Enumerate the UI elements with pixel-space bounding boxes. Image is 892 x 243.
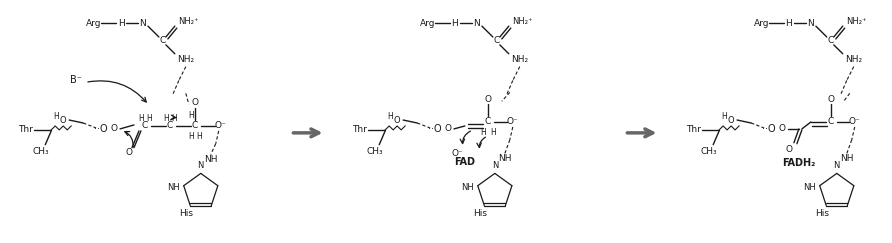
Text: B⁻: B⁻ bbox=[70, 76, 82, 86]
Text: C: C bbox=[828, 118, 834, 127]
Text: O: O bbox=[827, 95, 834, 104]
Text: Arg: Arg bbox=[419, 19, 435, 28]
Text: C: C bbox=[828, 36, 834, 45]
Text: O: O bbox=[126, 148, 133, 157]
Text: NH: NH bbox=[167, 183, 179, 192]
Text: NH: NH bbox=[840, 154, 854, 163]
Text: H: H bbox=[163, 113, 169, 122]
Text: NH₂⁺: NH₂⁺ bbox=[847, 17, 867, 26]
Text: H: H bbox=[786, 19, 792, 28]
Text: ··O: ··O bbox=[762, 124, 776, 134]
Text: H: H bbox=[188, 111, 194, 120]
Text: His: His bbox=[814, 209, 829, 218]
Text: C: C bbox=[192, 122, 198, 130]
Text: His: His bbox=[473, 209, 487, 218]
Text: NH₂⁺: NH₂⁺ bbox=[513, 17, 533, 26]
Text: N: N bbox=[807, 19, 814, 28]
Text: H: H bbox=[138, 113, 144, 122]
Text: ··O: ··O bbox=[428, 124, 442, 134]
Text: NH₂: NH₂ bbox=[511, 55, 528, 64]
Text: Thr: Thr bbox=[352, 125, 368, 134]
Text: C: C bbox=[493, 36, 500, 45]
Text: H: H bbox=[480, 128, 486, 137]
Text: CH₃: CH₃ bbox=[33, 147, 50, 156]
Text: H: H bbox=[490, 128, 496, 137]
Text: H: H bbox=[118, 19, 124, 28]
Text: O: O bbox=[484, 95, 491, 104]
Text: H: H bbox=[188, 132, 194, 141]
Text: CH₃: CH₃ bbox=[701, 147, 717, 156]
Text: O: O bbox=[394, 115, 401, 124]
Text: FADH₂: FADH₂ bbox=[782, 157, 815, 167]
Text: C: C bbox=[160, 36, 166, 45]
Text: Thr: Thr bbox=[686, 125, 701, 134]
Text: FAD: FAD bbox=[454, 156, 475, 166]
Text: O⁻: O⁻ bbox=[215, 122, 227, 130]
Text: C: C bbox=[142, 122, 148, 130]
Text: O⁻: O⁻ bbox=[507, 118, 518, 127]
Text: H: H bbox=[387, 112, 393, 121]
Text: NH₂: NH₂ bbox=[845, 55, 863, 64]
Text: N: N bbox=[491, 161, 498, 170]
Text: NH: NH bbox=[803, 183, 815, 192]
Text: O: O bbox=[728, 115, 734, 124]
Text: ··O: ··O bbox=[95, 124, 108, 134]
Text: NH₂⁺: NH₂⁺ bbox=[178, 17, 199, 26]
Text: Thr: Thr bbox=[19, 125, 33, 134]
Text: H: H bbox=[722, 112, 727, 121]
Text: O: O bbox=[779, 124, 786, 133]
Text: Arg: Arg bbox=[754, 19, 769, 28]
Text: O: O bbox=[60, 115, 67, 124]
Text: O: O bbox=[111, 124, 118, 133]
Text: H: H bbox=[54, 112, 59, 121]
Text: C: C bbox=[167, 122, 173, 130]
Text: N: N bbox=[834, 161, 840, 170]
Text: H: H bbox=[196, 132, 202, 141]
Text: O: O bbox=[191, 98, 198, 107]
Text: N: N bbox=[198, 161, 204, 170]
Text: Arg: Arg bbox=[86, 19, 101, 28]
Text: H: H bbox=[146, 113, 152, 122]
Text: CH₃: CH₃ bbox=[367, 147, 384, 156]
Text: NH: NH bbox=[498, 154, 512, 163]
Text: O⁻: O⁻ bbox=[849, 118, 861, 127]
Text: H: H bbox=[171, 113, 177, 122]
Text: NH₂: NH₂ bbox=[178, 55, 194, 64]
Text: O: O bbox=[444, 124, 451, 133]
Text: N: N bbox=[474, 19, 480, 28]
Text: O⁻: O⁻ bbox=[451, 149, 463, 158]
Text: O: O bbox=[786, 145, 792, 154]
Text: NH: NH bbox=[461, 183, 474, 192]
Text: NH: NH bbox=[204, 155, 218, 164]
Text: N: N bbox=[139, 19, 146, 28]
Text: His: His bbox=[178, 209, 193, 218]
Text: C: C bbox=[484, 118, 491, 127]
Text: H: H bbox=[451, 19, 458, 28]
